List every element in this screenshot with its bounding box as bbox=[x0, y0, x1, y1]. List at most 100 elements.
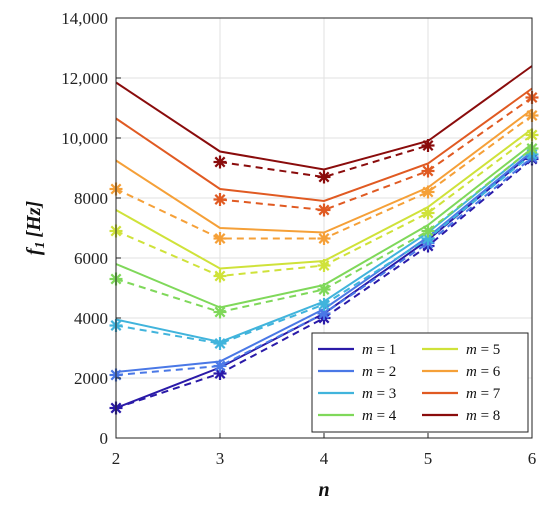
legend-var: m bbox=[466, 386, 477, 402]
legend-var: m bbox=[362, 386, 373, 402]
data-point-marker bbox=[421, 164, 435, 178]
marker-stroke bbox=[318, 233, 330, 244]
marker-stroke bbox=[318, 299, 330, 310]
legend-item: m = 3 bbox=[318, 386, 396, 402]
marker-stroke bbox=[318, 284, 330, 295]
marker-stroke bbox=[214, 338, 226, 349]
legend: m = 1m = 2m = 3m = 4m = 5m = 6m = 7m = 8 bbox=[311, 332, 529, 433]
legend-var: m bbox=[362, 408, 373, 424]
legend-value: = 5 bbox=[477, 342, 500, 358]
y-tick-label: 0 bbox=[100, 429, 109, 448]
axis-ticks: 2 3 4 5 6 0 2000 4000 6000 8000 10,000 12,000 14,000 bbox=[61, 9, 536, 468]
marker-stroke bbox=[318, 171, 330, 183]
data-point-marker bbox=[421, 224, 435, 238]
plot-frame bbox=[115, 17, 533, 439]
data-point-marker bbox=[317, 283, 331, 296]
data-point-marker bbox=[317, 298, 331, 311]
marker-stroke bbox=[214, 306, 226, 318]
series-line-dashed bbox=[115, 158, 533, 409]
legend-label: m = 2 bbox=[362, 364, 396, 380]
legend-value: = 3 bbox=[373, 386, 396, 402]
marker-stroke bbox=[214, 360, 226, 372]
y-tick-label: 12,000 bbox=[61, 69, 108, 88]
series-line-solid bbox=[115, 87, 533, 203]
y-axis-label-unit: [Hz] bbox=[23, 201, 45, 238]
legend-value: = 2 bbox=[373, 364, 396, 380]
y-tick-label: 10,000 bbox=[61, 129, 108, 148]
data-point-marker bbox=[213, 305, 227, 319]
series-line-dashed bbox=[219, 96, 533, 212]
legend-var: m bbox=[362, 364, 373, 380]
series-line-dashed bbox=[115, 147, 533, 314]
legend-var: m bbox=[466, 408, 477, 424]
data-point-marker bbox=[213, 155, 227, 169]
x-axis-label: n bbox=[318, 479, 329, 501]
y-tick-label: 6000 bbox=[74, 249, 108, 268]
y-tick-label: 8000 bbox=[74, 189, 108, 208]
data-point-marker bbox=[213, 337, 227, 350]
marker-stroke bbox=[214, 194, 226, 205]
marker-stroke bbox=[318, 308, 330, 319]
marker-stroke bbox=[422, 225, 434, 237]
y-axis-label-sub: 1 bbox=[33, 242, 48, 249]
marker-stroke bbox=[422, 140, 434, 151]
legend-item: m = 6 bbox=[422, 364, 501, 380]
marker-stroke bbox=[214, 156, 226, 168]
data-point-marker bbox=[421, 185, 435, 199]
legend-label: m = 7 bbox=[466, 386, 501, 402]
x-tick-label: 2 bbox=[112, 449, 121, 468]
legend-value: = 1 bbox=[373, 342, 396, 358]
x-tick-label: 6 bbox=[528, 449, 537, 468]
legend-value: = 4 bbox=[373, 408, 397, 424]
legend-value: = 6 bbox=[477, 364, 501, 380]
data-point-marker bbox=[317, 203, 331, 217]
marker-stroke bbox=[214, 270, 226, 282]
legend-value: = 7 bbox=[477, 386, 501, 402]
series-m-4 bbox=[109, 142, 539, 319]
data-point-marker bbox=[213, 359, 227, 373]
series-lines bbox=[109, 65, 539, 415]
data-point-marker bbox=[213, 193, 227, 206]
legend-label: m = 6 bbox=[466, 364, 501, 380]
data-point-marker bbox=[317, 259, 331, 272]
x-tick-label: 3 bbox=[216, 449, 225, 468]
y-tick-label: 2000 bbox=[74, 369, 108, 388]
data-point-marker bbox=[421, 206, 435, 220]
legend-label: m = 3 bbox=[362, 386, 396, 402]
legend-label: m = 8 bbox=[466, 408, 500, 424]
legend-var: m bbox=[466, 364, 477, 380]
legend-item: m = 1 bbox=[318, 342, 396, 358]
marker-stroke bbox=[318, 204, 330, 216]
marker-stroke bbox=[214, 233, 226, 244]
marker-stroke bbox=[422, 165, 434, 177]
data-point-marker bbox=[213, 232, 227, 245]
x-tick-label: 4 bbox=[320, 449, 329, 468]
y-tick-label: 4000 bbox=[74, 309, 108, 328]
legend-item: m = 2 bbox=[318, 364, 396, 380]
y-tick-label: 14,000 bbox=[61, 9, 108, 28]
marker-stroke bbox=[318, 260, 330, 271]
legend-var: m bbox=[362, 342, 373, 358]
legend-var: m bbox=[466, 342, 477, 358]
legend-label: m = 1 bbox=[362, 342, 396, 358]
y-axis-label: f1 [Hz] bbox=[23, 201, 48, 256]
series-line-solid bbox=[115, 65, 533, 171]
series-m-7 bbox=[115, 87, 539, 217]
legend-value: = 8 bbox=[477, 408, 500, 424]
y-axis-label-var: f bbox=[23, 246, 45, 255]
legend-item: m = 5 bbox=[422, 342, 500, 358]
legend-item: m = 7 bbox=[422, 386, 501, 402]
legend-item: m = 8 bbox=[422, 408, 500, 424]
legend-label: m = 4 bbox=[362, 408, 397, 424]
data-point-marker bbox=[317, 232, 331, 245]
data-point-marker bbox=[421, 139, 435, 152]
x-tick-label: 5 bbox=[424, 449, 433, 468]
data-point-marker bbox=[317, 170, 331, 184]
series-m-8 bbox=[115, 65, 533, 184]
marker-stroke bbox=[422, 207, 434, 219]
legend-item: m = 4 bbox=[318, 408, 397, 424]
legend-label: m = 5 bbox=[466, 342, 500, 358]
marker-stroke bbox=[422, 186, 434, 198]
data-point-marker bbox=[213, 269, 227, 283]
